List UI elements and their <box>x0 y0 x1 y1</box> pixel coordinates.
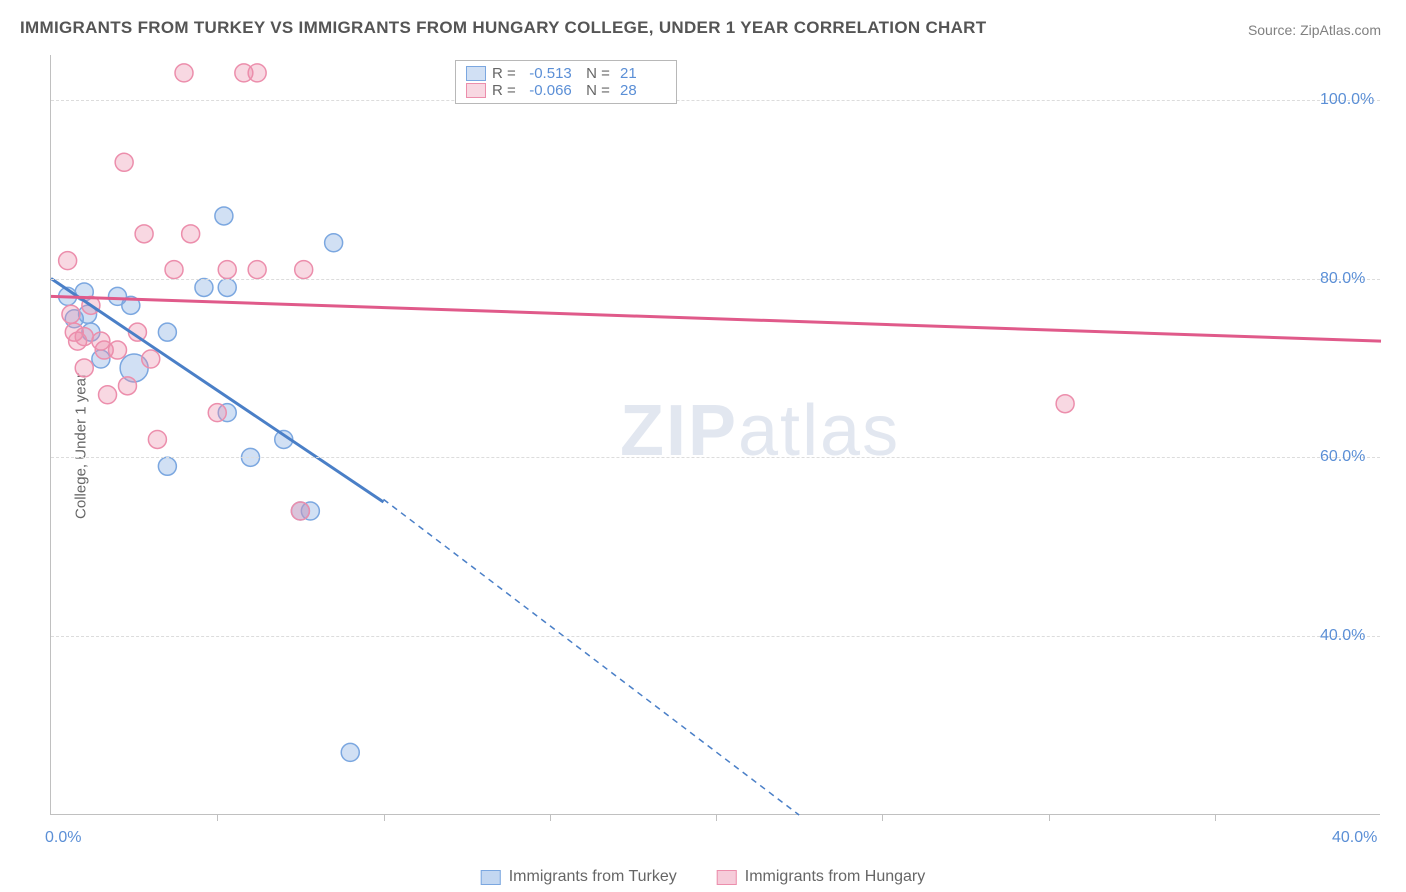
data-point <box>208 404 226 422</box>
y-tick-label: 80.0% <box>1320 270 1365 288</box>
data-point <box>218 261 236 279</box>
data-point <box>62 305 80 323</box>
legend-r-value: -0.513 <box>522 65 572 82</box>
legend-n-value: 21 <box>616 65 666 82</box>
data-point <box>248 261 266 279</box>
y-tick-label: 100.0% <box>1320 91 1374 109</box>
data-point <box>142 350 160 368</box>
data-point <box>215 207 233 225</box>
data-point <box>115 153 133 171</box>
x-tick <box>550 814 551 821</box>
watermark: ZIPatlas <box>620 390 900 472</box>
data-point <box>165 261 183 279</box>
source-attribution: Source: ZipAtlas.com <box>1248 22 1381 38</box>
data-point <box>1056 395 1074 413</box>
legend-n-label: N = <box>578 65 610 82</box>
data-point <box>182 225 200 243</box>
data-point <box>75 328 93 346</box>
legend-r-value: -0.066 <box>522 82 572 99</box>
x-tick <box>1215 814 1216 821</box>
gridline <box>51 636 1380 637</box>
legend-series-label: Immigrants from Turkey <box>509 868 677 886</box>
regression-line-extrapolated <box>384 499 800 815</box>
legend-series: Immigrants from Turkey Immigrants from Hu… <box>481 868 926 886</box>
x-tick <box>1049 814 1050 821</box>
legend-stats: R = -0.513 N = 21 R = -0.066 N = 28 <box>455 60 677 104</box>
data-point <box>195 278 213 296</box>
legend-n-label: N = <box>578 82 610 99</box>
y-tick-label: 60.0% <box>1320 448 1365 466</box>
data-point <box>109 341 127 359</box>
chart-title: IMMIGRANTS FROM TURKEY VS IMMIGRANTS FRO… <box>20 18 986 38</box>
legend-swatch <box>717 870 737 885</box>
gridline <box>51 279 1380 280</box>
legend-series-label: Immigrants from Hungary <box>745 868 926 886</box>
data-point <box>118 377 136 395</box>
watermark-rest: atlas <box>738 391 900 471</box>
x-tick <box>217 814 218 821</box>
regression-line <box>51 296 1381 341</box>
legend-series-item: Immigrants from Turkey <box>481 868 677 886</box>
x-tick <box>716 814 717 821</box>
legend-stat-row: R = -0.513 N = 21 <box>466 65 666 82</box>
gridline <box>51 100 1380 101</box>
x-axis-min-label: 0.0% <box>45 829 81 847</box>
data-point <box>135 225 153 243</box>
watermark-bold: ZIP <box>620 391 738 471</box>
data-point <box>291 502 309 520</box>
data-point <box>99 386 117 404</box>
legend-n-value: 28 <box>616 82 666 99</box>
legend-swatch <box>466 66 486 81</box>
data-point <box>218 278 236 296</box>
legend-r-label: R = <box>492 82 516 99</box>
data-point <box>341 743 359 761</box>
y-tick-label: 40.0% <box>1320 627 1365 645</box>
legend-series-item: Immigrants from Hungary <box>717 868 926 886</box>
x-tick <box>384 814 385 821</box>
legend-swatch <box>466 83 486 98</box>
data-point <box>295 261 313 279</box>
data-point <box>59 252 77 270</box>
legend-swatch <box>481 870 501 885</box>
data-point <box>158 323 176 341</box>
data-point <box>325 234 343 252</box>
data-point <box>248 64 266 82</box>
x-axis-max-label: 40.0% <box>1332 829 1377 847</box>
data-point <box>75 359 93 377</box>
data-point <box>158 457 176 475</box>
legend-r-label: R = <box>492 65 516 82</box>
legend-stat-row: R = -0.066 N = 28 <box>466 82 666 99</box>
data-point <box>148 430 166 448</box>
data-point <box>175 64 193 82</box>
x-tick <box>882 814 883 821</box>
